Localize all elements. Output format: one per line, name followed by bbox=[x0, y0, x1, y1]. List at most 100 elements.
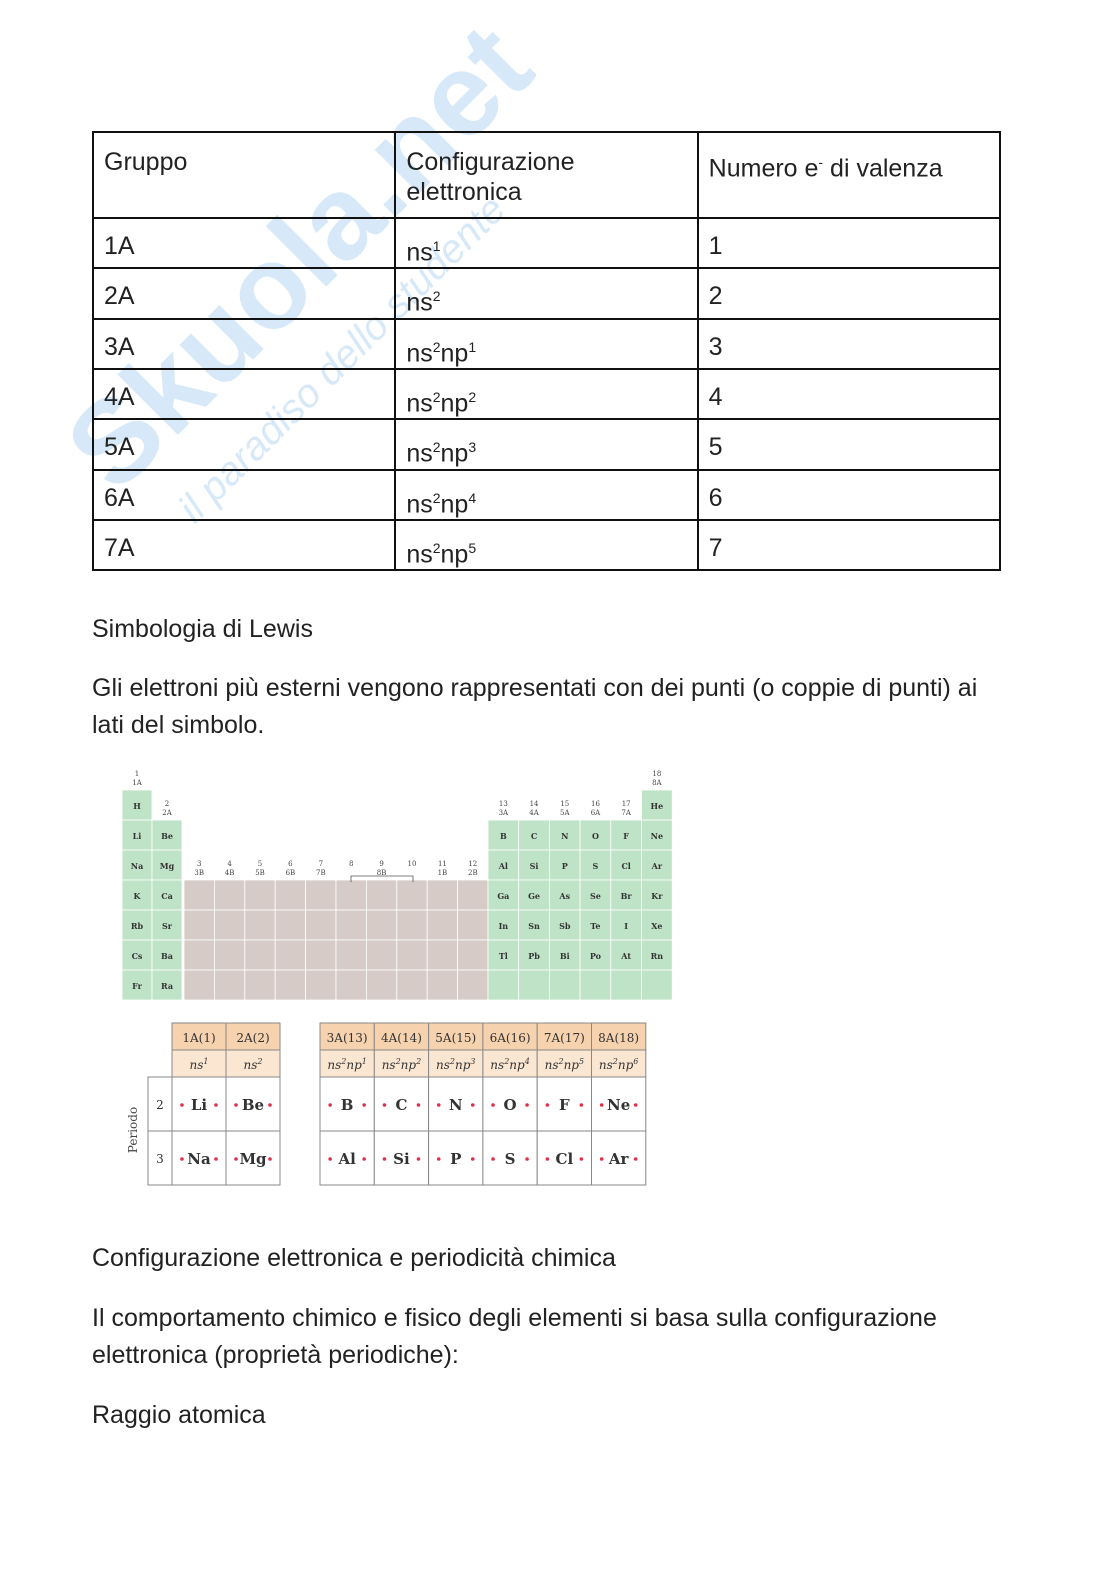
config-base: ns bbox=[382, 1058, 396, 1072]
group-label: 6B bbox=[286, 869, 296, 877]
config-base: ns bbox=[406, 389, 433, 418]
header-cell: Gruppo bbox=[91, 131, 397, 219]
element-cell bbox=[305, 969, 337, 1001]
element-cell bbox=[305, 879, 337, 911]
element-cell bbox=[641, 969, 673, 1001]
table-row: 2A ns2 2 bbox=[91, 267, 1002, 320]
config-sup: 2 bbox=[432, 539, 441, 556]
valence-cell: 6 bbox=[696, 468, 1002, 521]
element-symbol: F bbox=[623, 831, 629, 841]
group-name: 1A(1) bbox=[182, 1031, 215, 1045]
element-symbol: Te bbox=[590, 921, 600, 931]
group-number: 1 bbox=[135, 770, 139, 778]
element-cell bbox=[579, 969, 612, 1001]
element-cell bbox=[151, 849, 183, 881]
lewis-symbol: S bbox=[505, 1150, 516, 1168]
element-cell bbox=[549, 879, 581, 911]
element-cell bbox=[121, 789, 153, 821]
element-cell bbox=[121, 969, 153, 1001]
element-cell bbox=[549, 909, 581, 941]
config-header bbox=[171, 1049, 227, 1078]
element-symbol: Ne bbox=[651, 831, 663, 841]
lewis-dot bbox=[234, 1103, 238, 1107]
element-cell bbox=[487, 969, 520, 1001]
element-symbol: Ca bbox=[161, 891, 173, 901]
lewis-dot bbox=[470, 1103, 475, 1107]
element-cell bbox=[213, 879, 246, 911]
element-cell bbox=[641, 849, 673, 881]
valence-cell: 3 bbox=[696, 317, 1002, 370]
config-table: Gruppo Configurazione elettronica Numero… bbox=[91, 131, 1002, 572]
group-header bbox=[536, 1022, 593, 1051]
element-cell bbox=[151, 909, 183, 941]
element-symbol: Ge bbox=[528, 891, 540, 901]
config-sup: 2 bbox=[468, 388, 477, 405]
element-cell bbox=[183, 879, 215, 911]
config-base: ns bbox=[599, 1058, 613, 1072]
lewis-dot bbox=[545, 1103, 550, 1107]
lewis-dot bbox=[525, 1103, 529, 1107]
lewis-dot bbox=[545, 1157, 550, 1161]
lewis-symbol: B bbox=[341, 1096, 354, 1114]
heading: Simbologia di Lewis bbox=[92, 615, 313, 643]
element-symbol: Si bbox=[530, 861, 539, 871]
heading: Raggio atomica bbox=[92, 1401, 266, 1429]
config-sup: 2 bbox=[432, 388, 441, 405]
table-row: 3A ns2np1 3 bbox=[91, 317, 1002, 370]
config-base: np bbox=[455, 1058, 471, 1072]
config-base: ns bbox=[406, 338, 433, 367]
config-text: ns2 bbox=[244, 1057, 263, 1072]
group-name: 8A(18) bbox=[598, 1031, 639, 1045]
group-label: 8B bbox=[377, 869, 387, 877]
config-base: ns bbox=[406, 540, 433, 569]
config-sup: 4 bbox=[468, 489, 477, 506]
header-row: Gruppo Configurazione elettronica Numero… bbox=[91, 131, 1002, 219]
group-cell: 4A bbox=[91, 367, 397, 421]
element-cell bbox=[213, 909, 246, 941]
group-number: 14 bbox=[530, 800, 539, 808]
element-cell bbox=[426, 969, 459, 1001]
element-symbol: Mg bbox=[160, 861, 175, 871]
config-cell: ns2np1 bbox=[394, 317, 699, 370]
lewis-dot bbox=[491, 1157, 495, 1161]
config-text: ns2np5 bbox=[545, 1057, 585, 1072]
config-text: ns2np2 bbox=[382, 1057, 422, 1072]
element-symbol: Ra bbox=[161, 981, 173, 991]
config-sup: 2 bbox=[432, 288, 441, 305]
config-text: ns2np4 bbox=[490, 1057, 530, 1072]
element-cell bbox=[183, 909, 215, 941]
element-cell bbox=[151, 819, 183, 851]
group-number: 18 bbox=[652, 770, 661, 778]
config-text: ns2np6 bbox=[599, 1057, 639, 1072]
group-label: 7B bbox=[316, 869, 326, 877]
element-cell bbox=[457, 909, 489, 941]
element-symbol: He bbox=[651, 801, 664, 811]
lewis-symbol: N bbox=[449, 1096, 463, 1114]
lewis-symbol: C bbox=[395, 1096, 407, 1114]
element-cell bbox=[426, 909, 459, 941]
element-cell bbox=[365, 969, 398, 1001]
element-symbol: I bbox=[624, 921, 628, 931]
config-base: ns bbox=[490, 1058, 504, 1072]
config-cell: ns2np4 bbox=[394, 468, 699, 521]
element-cell bbox=[610, 879, 642, 911]
lewis-symbol: Ar bbox=[608, 1150, 630, 1168]
element-cell bbox=[244, 939, 276, 971]
element-cell bbox=[305, 909, 337, 941]
element-symbol: Tl bbox=[499, 951, 508, 961]
lewis-dot bbox=[491, 1103, 495, 1107]
element-cell bbox=[274, 909, 307, 941]
element-symbol: Fr bbox=[132, 981, 143, 991]
config-sup: 1 bbox=[432, 238, 441, 254]
config-base: ns bbox=[327, 1058, 341, 1072]
element-cell bbox=[457, 939, 489, 971]
config-base: np bbox=[440, 489, 469, 518]
config-cell: ns2np3 bbox=[394, 418, 699, 471]
heading: Configurazione elettronica e periodicità… bbox=[92, 1244, 616, 1272]
config-base: ns bbox=[406, 238, 433, 267]
paragraph: Il comportamento chimico e fisico degli … bbox=[92, 1304, 937, 1369]
element-cell bbox=[487, 909, 520, 941]
element-cell bbox=[396, 879, 428, 911]
element-symbol: Ga bbox=[497, 891, 509, 901]
element-cell bbox=[335, 909, 367, 941]
